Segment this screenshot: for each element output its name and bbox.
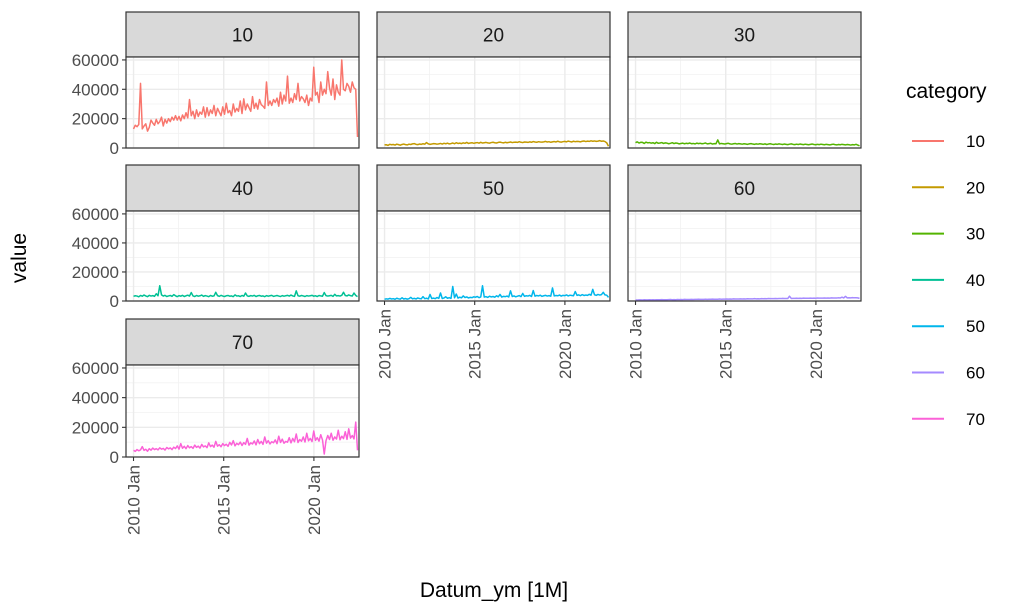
y-tick-label: 40000 — [72, 80, 119, 99]
legend-label: 50 — [966, 317, 985, 336]
panel-border — [376, 56, 611, 149]
series-line-30 — [635, 139, 860, 147]
facet-strip — [627, 164, 862, 212]
panel-border — [125, 210, 360, 302]
panel-border — [125, 56, 360, 149]
panel-background — [126, 57, 359, 148]
panel-background — [126, 211, 359, 301]
facet-strip — [376, 164, 611, 212]
y-axis-title: value — [8, 233, 31, 283]
panel-border — [376, 210, 611, 302]
x-axis-title: Datum_ym [1M] — [420, 579, 568, 602]
x-tick-label: 2020 Jan — [556, 309, 575, 379]
legend-title: category — [906, 80, 987, 103]
facet-strip — [125, 318, 360, 366]
facet-strip — [125, 11, 360, 58]
legend-label: 20 — [966, 178, 985, 197]
facet-panel-60: 60 — [627, 164, 862, 302]
y-tick-label: 0 — [110, 139, 119, 158]
legend-item-10: 10 — [912, 132, 985, 151]
x-tick-label: 2020 Jan — [807, 309, 826, 379]
series-line-10 — [132, 59, 359, 138]
legend-item-60: 60 — [912, 364, 985, 383]
facet-panel-30: 30 — [627, 11, 862, 149]
y-tick-label: 60000 — [72, 205, 119, 224]
y-tick-label: 0 — [110, 292, 119, 311]
panel-border — [627, 56, 862, 149]
series-line-40 — [133, 285, 358, 298]
x-tick-label: 2010 Jan — [627, 309, 646, 379]
panel-background — [628, 57, 861, 148]
facet-strip — [627, 11, 862, 58]
facet-panel-40: 40 — [125, 164, 360, 302]
y-tick-label: 40000 — [72, 234, 119, 253]
x-tick-label: 2015 Jan — [717, 309, 736, 379]
facet-panel-20: 20 — [376, 11, 611, 149]
facet-panel-70: 70 — [125, 318, 360, 458]
legend-item-20: 20 — [912, 178, 985, 197]
series-line-20 — [384, 139, 610, 147]
x-tick-label: 2015 Jan — [466, 309, 485, 379]
legend-item-30: 30 — [912, 225, 985, 244]
y-tick-label: 60000 — [72, 359, 119, 378]
y-tick-label: 60000 — [72, 51, 119, 70]
facet-strip-label: 50 — [483, 179, 504, 200]
facet-panel-10: 10 — [125, 11, 360, 149]
y-tick-label: 20000 — [72, 263, 119, 282]
x-tick-label: 2020 Jan — [305, 465, 324, 535]
panel-border — [125, 364, 360, 458]
legend-item-40: 40 — [912, 271, 985, 290]
panel-border — [627, 210, 862, 302]
legend-label: 70 — [966, 410, 985, 429]
legend-item-50: 50 — [912, 317, 985, 336]
y-tick-label: 0 — [110, 448, 119, 467]
y-tick-label: 20000 — [72, 418, 119, 437]
legend-label: 30 — [966, 225, 985, 244]
facet-strip-label: 60 — [734, 179, 755, 200]
x-tick-label: 2010 Jan — [125, 465, 144, 535]
y-tick-label: 20000 — [72, 110, 119, 129]
series-line-60 — [635, 295, 860, 301]
panel-background — [628, 211, 861, 301]
x-tick-label: 2010 Jan — [376, 309, 395, 379]
y-tick-label: 40000 — [72, 389, 119, 408]
series-line-50 — [384, 285, 610, 301]
legend-item-70: 70 — [912, 410, 985, 429]
facet-strip-label: 10 — [232, 26, 253, 47]
legend-label: 60 — [966, 364, 985, 383]
panel-background — [377, 57, 610, 148]
facet-strip-label: 30 — [734, 26, 755, 47]
legend-label: 10 — [966, 132, 985, 151]
facet-strip-label: 20 — [483, 26, 504, 47]
legend-label: 40 — [966, 271, 985, 290]
facet-strip-label: 40 — [232, 179, 253, 200]
panel-background — [126, 365, 359, 457]
series-line-70 — [133, 421, 359, 455]
panel-background — [377, 211, 610, 301]
facet-panel-50: 50 — [376, 164, 611, 302]
x-tick-label: 2015 Jan — [215, 465, 234, 535]
facet-strip-label: 70 — [232, 333, 253, 354]
